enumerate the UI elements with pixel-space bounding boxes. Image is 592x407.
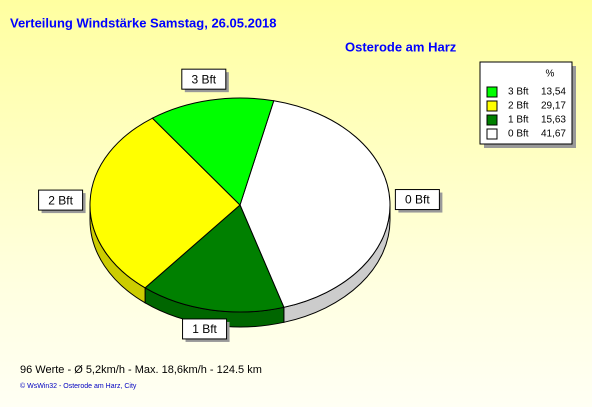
callout-label: 2 Bft: [48, 193, 73, 207]
legend-swatch: [486, 100, 498, 112]
legend-value: 41,67: [541, 129, 566, 140]
legend-swatch: [486, 114, 498, 126]
callout-box: [38, 189, 84, 211]
callout-box: [182, 318, 228, 340]
callout-label: 0 Bft: [405, 193, 430, 207]
legend-swatch: [486, 86, 498, 98]
footer: 96 Werte - Ø 5,2km/h - Max. 18,6km/h - 1…: [20, 364, 262, 376]
pie-slice: [151, 97, 275, 206]
legend-label: 1 Bft: [508, 115, 529, 126]
pie-slice: [144, 204, 285, 313]
legend-label: 3 Bft: [508, 87, 529, 98]
pie-slice: [239, 100, 391, 308]
callout-label: 3 Bft: [191, 72, 216, 86]
legend-label: 0 Bft: [508, 129, 529, 140]
callout-box: [394, 189, 440, 211]
legend-value: 13,54: [541, 87, 566, 98]
legend-swatch: [486, 128, 498, 140]
chart-title: Verteilung Windstärke Samstag, 26.05.201…: [10, 15, 277, 30]
legend-value: 29,17: [541, 101, 566, 112]
chart-subtitle: Osterode am Harz: [345, 39, 457, 54]
copyright: © WsWin32 - Osterode am Harz, City: [20, 382, 137, 390]
legend-header: %: [546, 69, 555, 80]
callout-box: [181, 68, 227, 90]
legend-label: 2 Bft: [508, 101, 529, 112]
callout-label: 1 Bft: [192, 322, 217, 336]
legend-value: 15,63: [541, 115, 566, 126]
pie-slice: [89, 117, 241, 289]
